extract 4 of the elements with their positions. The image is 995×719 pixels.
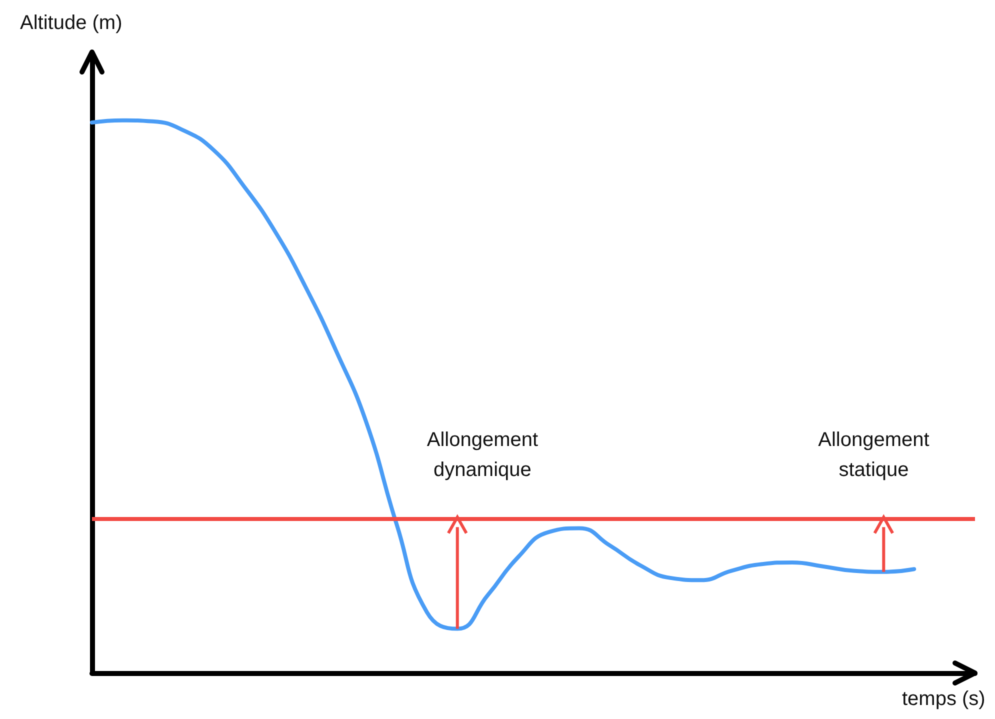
annotation: Allongement dynamique — [426, 428, 538, 484]
x-axis-title: temps (s) — [902, 687, 986, 712]
y-axis-title: Altitude (m) — [20, 11, 122, 36]
annotation: Allongement statique — [818, 428, 930, 484]
